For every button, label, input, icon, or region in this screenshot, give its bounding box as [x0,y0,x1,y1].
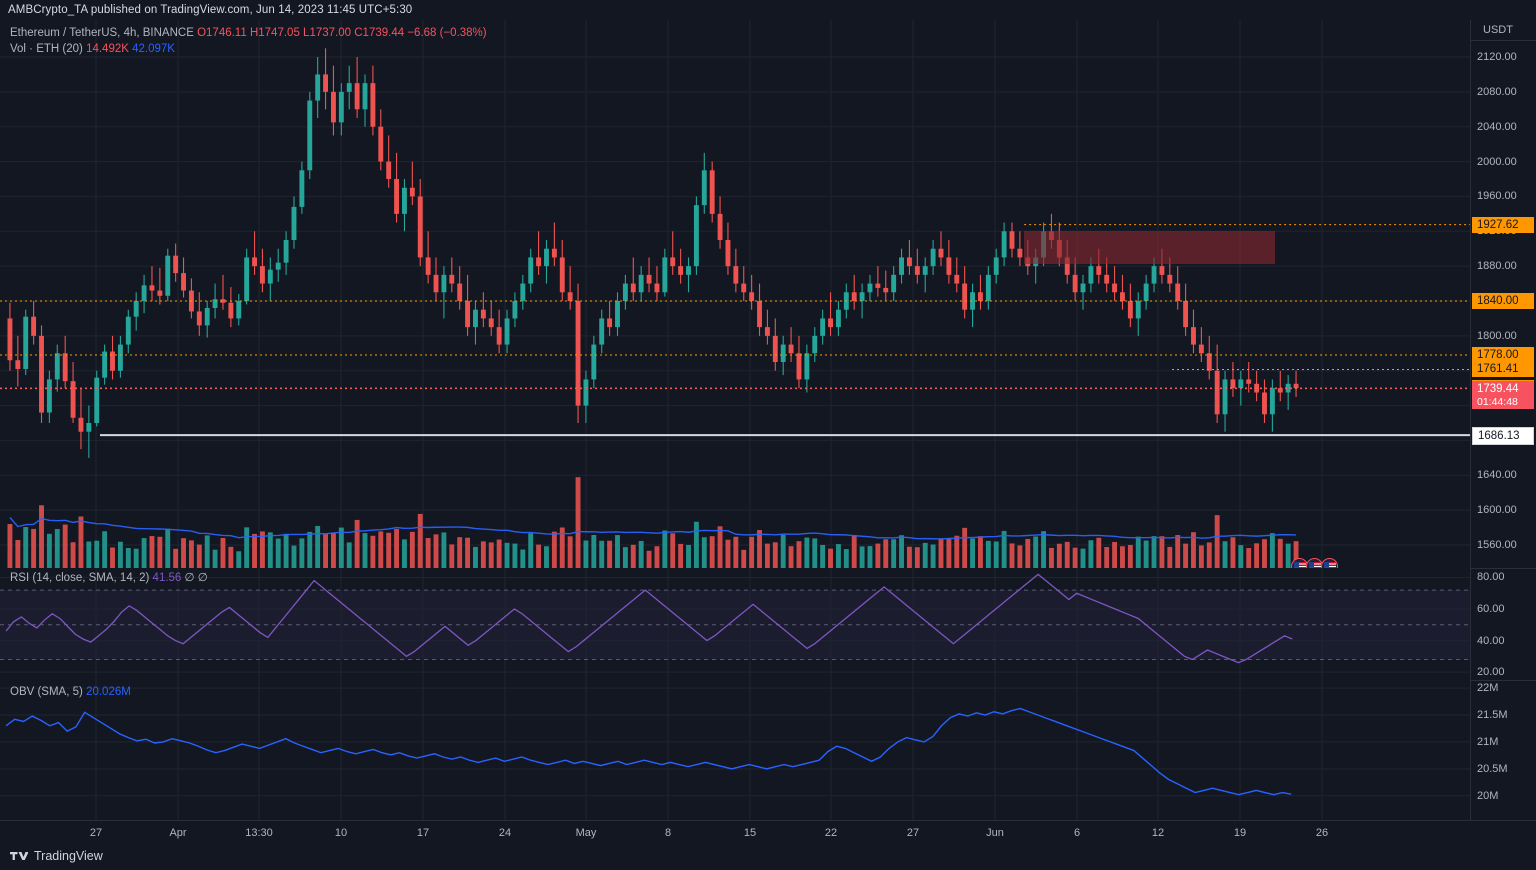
last-price-value: 1739.44 [1477,382,1519,395]
volume-legend-title: Vol · ETH (20) [10,43,83,55]
obv-tick: 21.5M [1477,709,1508,721]
time-tick: 24 [498,827,512,839]
price-axis-separator-rsi [1471,568,1536,569]
rsi-tick: 60.00 [1477,603,1505,615]
obv-series [5,707,1292,796]
volume-bars [7,477,1299,568]
level-1686-badge[interactable]: 1686.13 [1472,427,1534,446]
price-tick: 2120.00 [1477,51,1517,63]
time-tick: 6 [1073,827,1081,839]
price-tick: 2040.00 [1477,120,1517,133]
price-level-lines [0,224,1470,437]
symbol-legend-title: Ethereum / TetherUS, 4h, BINANCE [10,27,194,39]
ohlc-open-label: O [197,27,207,39]
volume-pane[interactable] [0,468,1470,568]
time-tick: 22 [824,827,838,839]
obv-legend[interactable]: OBV (SMA, 5) 20.026M [10,685,131,699]
us-flag-icon [1293,562,1306,571]
time-tick: 12 [1151,827,1165,839]
us-flag-icon [1323,562,1336,571]
level-1778-value: 1778.00 [1477,349,1519,362]
price-tick: 2080.00 [1477,85,1517,98]
price-tick: 1560.00 [1477,539,1517,551]
price-axis[interactable]: USDT 2120.00 2080.00 2040.00 2000.00 1960.00… [1470,20,1536,820]
obv-pane-background [0,680,1470,820]
last-price-badge[interactable]: 1739.44 01:44:48 [1472,380,1534,409]
time-tick: Apr [169,827,187,839]
time-tick: 19 [1233,827,1247,839]
obv-tick: 21M [1477,735,1499,748]
volume-ma-value: 42.097K [132,43,175,55]
obv-gridlines [0,680,1470,820]
time-tick: Jun [986,827,1004,839]
time-tick: 27 [89,827,103,839]
rsi-pane-background [0,568,1470,680]
ohlc-high-value: 1747.05 [258,27,300,39]
price-tick: 1600.00 [1477,504,1517,517]
time-tick: May [575,827,597,839]
volume-value: 14.492K [86,43,129,55]
tradingview-logo-label: TradingView [34,849,103,863]
ohlc-low-label: L [303,27,310,39]
candlestick-series [7,48,1299,458]
ohlc-low-value: 1737.00 [309,27,352,39]
level-1686-value: 1686.13 [1478,430,1520,443]
tradingview-logo[interactable]: TradingView [10,849,103,863]
price-tick: 2000.00 [1477,155,1517,168]
us-flag-icon [1308,562,1321,571]
resistance-1927-value: 1927.62 [1477,218,1519,231]
rsi-value: 41.56 [152,572,182,584]
obv-tick: 20M [1477,789,1499,802]
obv-legend-title: OBV (SMA, 5) [10,686,83,698]
ohlc-close-value: 1739.44 [362,27,405,39]
ohlc-close-label: C [354,27,363,39]
rsi-ma2-value: ∅ [197,572,208,584]
price-tick: 1800.00 [1477,329,1517,342]
time-tick: 17 [416,827,430,839]
time-tick: 15 [743,827,757,839]
level-1761-badge[interactable]: 1761.41 [1472,361,1534,378]
price-tick: 1880.00 [1477,260,1517,273]
ohlc-high-label: H [249,27,259,39]
rsi-legend[interactable]: RSI (14, close, SMA, 14, 2) 41.56 ∅ ∅ [10,571,208,585]
level-1761-value: 1761.41 [1477,363,1519,376]
obv-value: 20.026M [86,686,131,698]
rsi-tick: 80.00 [1477,571,1505,584]
time-tick: 8 [664,827,672,839]
time-tick: 10 [334,827,348,839]
rsi-legend-title: RSI (14, close, SMA, 14, 2) [10,572,150,584]
tradingview-logo-icon [10,852,28,860]
price-axis-unit: USDT [1483,24,1513,36]
rsi-pane[interactable] [0,568,1470,680]
price-tick: 1640.00 [1477,469,1517,482]
rsi-tick: 20.00 [1477,666,1505,679]
attribution-text: AMBCrypto_TA published on TradingView.co… [8,4,413,16]
symbol-legend[interactable]: Ethereum / TetherUS, 4h, BINANCE O1746.1… [10,26,487,40]
last-price-countdown: 01:44:48 [1477,395,1518,408]
time-tick: 27 [906,827,920,839]
price-tick: 1960.00 [1477,190,1517,203]
price-change: −6.68 (−0.38%) [407,27,487,39]
time-tick: 13:30 [245,827,273,839]
price-axis-unit-separator [1471,40,1536,41]
level-1778-badge[interactable]: 1778.00 [1472,347,1534,364]
resistance-1840-badge[interactable]: 1840.00 [1472,293,1534,309]
obv-tick: 20.5M [1477,762,1508,775]
price-axis-separator-obv [1471,680,1536,681]
resistance-1840-value: 1840.00 [1477,295,1519,307]
obv-tick: 22M [1477,682,1499,695]
rsi-series [0,568,1470,680]
obv-pane[interactable] [0,680,1470,820]
time-tick: 26 [1315,827,1329,839]
ohlc-open-value: 1746.11 [206,27,247,39]
resistance-1927-badge[interactable]: 1927.62 [1472,216,1534,233]
time-axis[interactable]: 27 Apr 13:30 10 17 24 May 8 15 22 27 Jun 6 12 19 26 [0,820,1536,846]
rsi-ma1-value: ∅ [184,572,195,584]
volume-legend[interactable]: Vol · ETH (20) 14.492K 42.097K [10,42,175,56]
rsi-tick: 40.00 [1477,634,1505,647]
